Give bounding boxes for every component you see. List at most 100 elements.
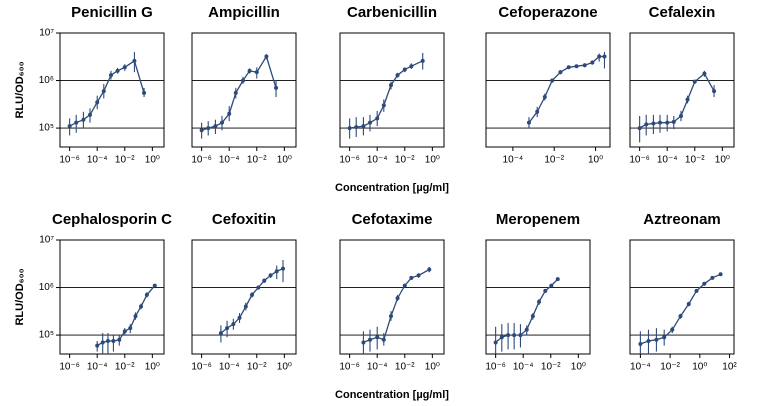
- data-point: [646, 339, 651, 344]
- y-tick-label: 10⁶: [39, 75, 54, 86]
- data-line: [363, 268, 430, 344]
- data-point: [199, 128, 204, 133]
- x-tick-label: 10⁻²: [247, 362, 267, 373]
- data-point: [678, 113, 683, 118]
- panel-title: Cefoxitin: [212, 211, 276, 228]
- data-point: [281, 266, 286, 271]
- y-axis-label: RLU/OD₆₀₀: [14, 61, 26, 118]
- data-point: [543, 288, 548, 293]
- x-tick-label: 10⁻⁶: [191, 362, 212, 373]
- data-point: [100, 340, 105, 345]
- data-point: [115, 68, 120, 73]
- data-point: [262, 278, 267, 283]
- data-point: [388, 83, 393, 88]
- x-tick-label: 10⁻⁶: [59, 362, 80, 373]
- data-point: [249, 292, 254, 297]
- data-point: [416, 273, 421, 278]
- data-point: [692, 79, 697, 84]
- data-point: [87, 112, 92, 117]
- data-point: [128, 326, 133, 331]
- data-point: [651, 121, 656, 126]
- data-point: [657, 120, 662, 125]
- panel-title: Cephalosporin C: [52, 211, 172, 228]
- data-point: [152, 283, 157, 288]
- x-tick-label: 10⁰: [277, 155, 292, 166]
- x-tick-label: 10⁻⁶: [339, 155, 360, 166]
- data-point: [101, 89, 106, 94]
- panel-title: Cefalexin: [649, 4, 716, 21]
- data-point: [566, 65, 571, 70]
- x-tick-label: 10⁻²: [660, 362, 680, 373]
- data-point: [133, 314, 138, 319]
- data-point: [361, 124, 366, 129]
- x-tick-label: 10⁻⁶: [191, 155, 212, 166]
- x-tick-label: 10⁻⁴: [657, 155, 678, 166]
- data-point: [654, 337, 659, 342]
- x-tick-label: 10⁰: [692, 362, 707, 373]
- plot-frame: [191, 239, 297, 355]
- data-point: [367, 120, 372, 125]
- data-point: [602, 54, 607, 59]
- data-point: [427, 267, 432, 272]
- data-point: [718, 272, 723, 277]
- data-point: [233, 90, 238, 95]
- x-tick-label: 10⁰: [425, 155, 440, 166]
- data-line: [528, 55, 605, 124]
- panel-title: Ampicillin: [208, 4, 280, 21]
- data-point: [256, 285, 261, 290]
- data-point: [367, 337, 372, 342]
- data-point: [550, 78, 555, 83]
- data-point: [512, 333, 517, 338]
- y-tick-label: 10⁶: [39, 282, 54, 293]
- x-tick-label: 10⁻⁴: [630, 362, 651, 373]
- data-point: [526, 120, 531, 125]
- data-point: [122, 65, 127, 70]
- data-point: [138, 304, 143, 309]
- y-axis-label: RLU/OD₆₀₀: [14, 268, 26, 325]
- data-line: [220, 268, 284, 334]
- data-point: [254, 70, 259, 75]
- data-point: [95, 100, 100, 105]
- data-point: [132, 58, 137, 63]
- data-line: [69, 59, 145, 127]
- x-tick-label: 10⁰: [588, 155, 603, 166]
- data-point: [274, 85, 279, 90]
- y-tick-label: 10⁷: [39, 235, 54, 246]
- data-point: [361, 340, 366, 345]
- data-point: [712, 89, 717, 94]
- data-point: [409, 275, 414, 280]
- plot-frame: [59, 32, 165, 148]
- x-tick-label: 10⁰: [571, 362, 586, 373]
- data-point: [530, 314, 535, 319]
- x-tick-label: 10⁰: [715, 155, 730, 166]
- x-tick-label: 10²: [722, 362, 737, 373]
- data-point: [409, 64, 414, 69]
- y-tick-label: 10⁵: [39, 123, 54, 134]
- data-point: [274, 269, 279, 274]
- data-point: [354, 125, 359, 130]
- data-point: [710, 275, 715, 280]
- data-point: [506, 333, 511, 338]
- data-point: [549, 283, 554, 288]
- data-point: [206, 126, 211, 131]
- x-tick-label: 10⁻⁶: [485, 362, 506, 373]
- data-point: [231, 322, 236, 327]
- x-tick-label: 10⁻⁴: [367, 155, 388, 166]
- data-point: [638, 341, 643, 346]
- data-point: [218, 331, 223, 336]
- x-tick-label: 10⁻⁴: [219, 362, 240, 373]
- data-point: [518, 333, 523, 338]
- data-point: [225, 326, 230, 331]
- x-tick-label: 10⁰: [425, 362, 440, 373]
- x-tick-label: 10⁻⁴: [513, 362, 534, 373]
- data-point: [395, 73, 400, 78]
- x-tick-label: 10⁻⁴: [87, 155, 108, 166]
- x-tick-label: 10⁻²: [247, 155, 267, 166]
- data-point: [213, 124, 218, 129]
- x-axis-label: Concentration [µg/ml]: [335, 182, 449, 194]
- data-point: [535, 109, 540, 114]
- data-point: [499, 335, 504, 340]
- data-line: [201, 54, 277, 131]
- data-point: [95, 343, 100, 348]
- data-point: [264, 54, 269, 59]
